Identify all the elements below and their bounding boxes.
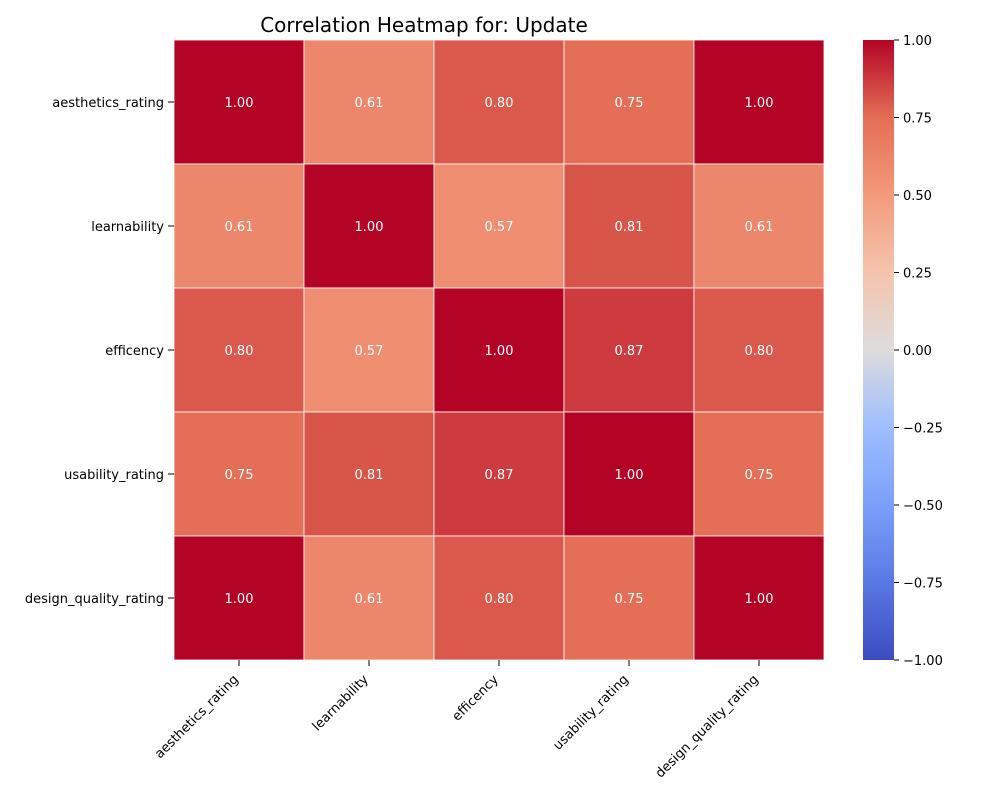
heatmap-cell	[563, 287, 695, 413]
cell-value-label: 1.00	[745, 96, 774, 111]
column-tick-label: aesthetics_rating	[152, 672, 242, 762]
heatmap-cell	[433, 535, 565, 661]
column-tick-labels: aesthetics_rating learnability efficency us…	[152, 660, 762, 781]
cell-value-label: 1.00	[745, 592, 774, 607]
colorbar-tick-label: 0.00	[903, 344, 932, 359]
heatmap-cell	[693, 411, 825, 537]
colorbar-ticks: 1.00 0.75 0.50 0.25 0.00 −0.25 −0.50 −0.75 −1.00	[894, 34, 943, 669]
colorbar-tick-label: 0.25	[903, 267, 932, 282]
heatmap-cell	[173, 535, 305, 661]
colorbar-tick-label: −1.00	[903, 654, 943, 669]
cell-value-label: 1.00	[615, 468, 644, 483]
heatmap-cell	[433, 39, 565, 165]
colorbar-tick-label: −0.75	[903, 577, 943, 592]
chart-title: Correlation Heatmap for: Update	[260, 13, 588, 37]
heatmap-cell	[303, 411, 435, 537]
heatmap-cell	[433, 163, 565, 289]
colorbar-tick-label: −0.50	[903, 499, 943, 514]
colorbar-gradient	[863, 40, 894, 660]
cell-value-label: 0.57	[485, 220, 514, 235]
cell-value-label: 0.75	[225, 468, 254, 483]
column-tick-label: efficency	[450, 672, 502, 724]
cell-value-label: 0.87	[615, 344, 644, 359]
heatmap-cell	[693, 287, 825, 413]
cell-value-label: 0.81	[355, 468, 384, 483]
colorbar-tick-label: 0.75	[903, 112, 932, 127]
row-tick-labels: aesthetics_rating learnability efficency us…	[25, 96, 174, 607]
heatmap-cell	[693, 535, 825, 661]
row-tick-label: learnability	[91, 220, 164, 235]
cell-value-label: 0.81	[615, 220, 644, 235]
row-tick-label: aesthetics_rating	[52, 96, 164, 111]
cell-value-label: 0.61	[355, 592, 384, 607]
cell-value-label: 0.61	[355, 96, 384, 111]
cell-value-label: 1.00	[225, 96, 254, 111]
cell-value-label: 0.80	[485, 592, 514, 607]
cell-value-label: 0.80	[485, 96, 514, 111]
heatmap-cell	[173, 163, 305, 289]
colorbar-tick-label: 0.50	[903, 189, 932, 204]
colorbar-tick-label: −0.25	[903, 422, 943, 437]
heatmap-cell	[563, 39, 695, 165]
column-tick-label: learnability	[310, 672, 372, 734]
heatmap-cell	[693, 163, 825, 289]
row-tick-label: usability_rating	[64, 468, 164, 483]
row-tick-label: efficency	[105, 344, 164, 359]
heatmap-cell	[303, 39, 435, 165]
cell-value-label: 0.75	[745, 468, 774, 483]
cell-value-label: 1.00	[485, 344, 514, 359]
cell-value-label: 0.61	[745, 220, 774, 235]
heatmap-cell	[173, 39, 305, 165]
heatmap-cell	[563, 411, 695, 537]
cell-value-label: 0.80	[225, 344, 254, 359]
cell-value-label: 0.75	[615, 592, 644, 607]
heatmap-cells: 1.00 0.61 0.80 0.75 1.00 0.61 1.00 0.57 0.81 0.61…	[173, 39, 825, 661]
heatmap-cell	[433, 287, 565, 413]
heatmap-cell	[693, 39, 825, 165]
cell-value-label: 0.75	[615, 96, 644, 111]
cell-value-label: 0.61	[225, 220, 254, 235]
column-tick-label: usability_rating	[551, 672, 632, 753]
row-tick-label: design_quality_rating	[25, 592, 164, 607]
cell-value-label: 1.00	[355, 220, 384, 235]
cell-value-label: 1.00	[225, 592, 254, 607]
colorbar: 1.00 0.75 0.50 0.25 0.00 −0.25 −0.50 −0.75 −1.00	[863, 34, 943, 669]
heatmap-cell	[303, 535, 435, 661]
cell-value-label: 0.57	[355, 344, 384, 359]
colorbar-tick-label: 1.00	[903, 34, 932, 49]
heatmap-cell	[303, 287, 435, 413]
cell-value-label: 0.87	[485, 468, 514, 483]
cell-value-label: 0.80	[745, 344, 774, 359]
heatmap-cell	[433, 411, 565, 537]
heatmap-cell	[303, 163, 435, 289]
column-tick-label: design_quality_rating	[653, 672, 762, 781]
